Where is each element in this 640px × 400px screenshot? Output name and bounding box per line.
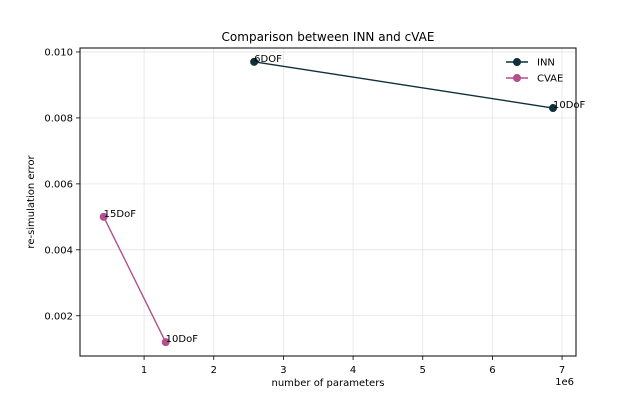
x-tick-label: 6 [489, 365, 495, 376]
data-point-cvae [99, 212, 108, 221]
point-annotation-cvae: 15DoF [104, 209, 137, 220]
chart-title: Comparison between INN and cVAE [222, 30, 435, 44]
series-line-cvae [103, 216, 167, 343]
legend-marker-inn [512, 57, 521, 66]
series-layer [99, 57, 558, 347]
legend-label-cvae: CVAE [537, 74, 563, 85]
x-tick-label: 5 [420, 365, 426, 376]
y-tick-label: 0.002 [44, 311, 73, 322]
y-tick-label: 0.004 [44, 245, 73, 256]
tick-layer: 1 2 3 4 5 6 7 0.002 0.004 0.006 0.008 0.010 [44, 47, 565, 376]
x-tick-label: 4 [350, 365, 356, 376]
legend-label-inn: INN [537, 58, 555, 69]
x-tick-label: 1 [141, 365, 147, 376]
data-point-inn [250, 57, 259, 66]
x-tick-label: 3 [280, 365, 286, 376]
legend-layer: INN CVAE [506, 58, 563, 85]
grid-layer [80, 48, 576, 356]
point-annotation-inn: 6DOF [254, 54, 282, 65]
x-tick-label: 2 [211, 365, 217, 376]
series-line-inn [254, 61, 554, 109]
plot-frame [79, 47, 577, 357]
legend-marker-cvae [512, 74, 521, 83]
x-tick-label: 7 [559, 365, 565, 376]
x-axis-offset-label: 1e6 [555, 377, 574, 388]
data-point-inn [549, 104, 558, 113]
y-axis-label: re-simulation error [26, 155, 37, 249]
x-axis-label: number of parameters [271, 378, 384, 389]
y-tick-label: 0.008 [44, 113, 73, 124]
y-tick-label: 0.006 [44, 179, 73, 190]
data-point-cvae [161, 338, 170, 347]
y-tick-label: 0.010 [44, 47, 73, 58]
point-annotation-inn: 10DoF [553, 100, 586, 111]
point-annotation-cvae: 10DoF [166, 334, 199, 345]
annotation-layer: 6DOF 10DoF 15DoF 10DoF [104, 54, 586, 345]
